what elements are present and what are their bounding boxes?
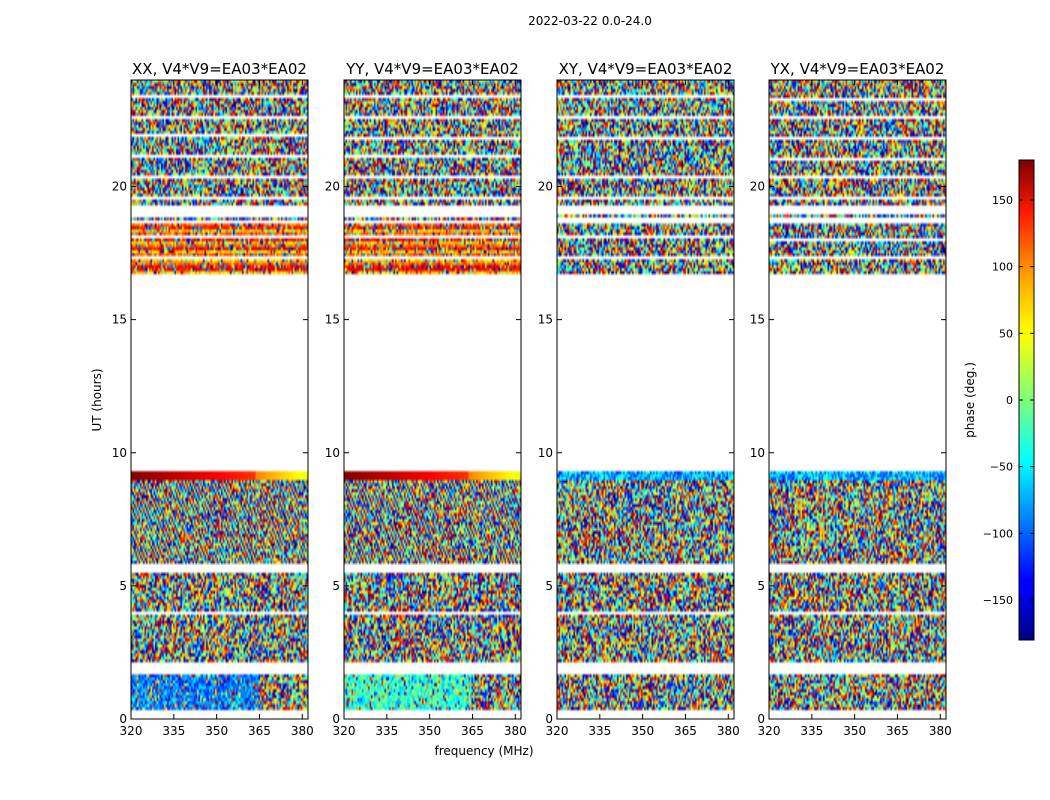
y-tick-label: 10 [538,446,553,460]
colorbar-tick-label: 100 [992,261,1013,274]
x-tick-label: 365 [248,724,271,738]
y-tick-label: 20 [325,180,340,194]
panel-title: XX, V4*V9=EA03*EA02 [132,60,307,78]
x-tick-label: 380 [929,724,952,738]
panel-frame [343,79,522,720]
y-tick-label: 5 [545,579,553,593]
panel-4: YX, V4*V9=EA03*EA02 320 335 350 365 380 0 5 10 15… [750,60,952,738]
y-tick-label: 15 [325,313,340,327]
panel-title: YX, V4*V9=EA03*EA02 [770,60,945,78]
x-axis-label: frequency (MHz) [434,744,533,758]
panel-title: YY, V4*V9=EA03*EA02 [345,60,519,78]
y-tick-label: 5 [332,579,340,593]
x-tick-label: 335 [800,724,823,738]
y-tick-label: 10 [750,446,765,460]
colorbar-tick-label: 50 [999,327,1013,340]
phase-heatmap [344,80,521,719]
x-tick-label: 335 [588,724,611,738]
y-axis-label: UT (hours) [90,368,104,431]
x-tick-label: 350 [418,724,441,738]
x-tick-label: 320 [120,724,143,738]
x-tick-label: 380 [504,724,527,738]
x-tick-label: 380 [717,724,740,738]
phase-heatmap [131,80,308,719]
y-tick-label: 0 [757,712,765,726]
panel-1: XX, V4*V9=EA03*EA02 320 335 350 365 380 0 5 10 15… [112,60,314,738]
panel-3: XY, V4*V9=EA03*EA02 320 335 350 365 380 0 5 10 15… [538,60,740,738]
colorbar-tick-label: 150 [992,194,1013,207]
x-tick-label: 350 [205,724,228,738]
x-tick-label: 365 [461,724,484,738]
x-tick-label: 320 [758,724,781,738]
colorbar-tick-label: −100 [983,527,1013,540]
x-tick-label: 365 [886,724,909,738]
x-tick-label: 320 [333,724,356,738]
x-tick-label: 350 [843,724,866,738]
panel-frame [768,79,947,720]
colorbar-tick-label: −50 [990,461,1013,474]
x-tick-label: 350 [631,724,654,738]
y-tick-label: 15 [750,313,765,327]
colorbar-tick-label: −150 [983,594,1013,607]
colorbar-label: phase (deg.) [963,362,977,438]
x-tick-label: 365 [674,724,697,738]
y-tick-label: 10 [325,446,340,460]
panel-frame [130,79,309,720]
y-tick-label: 0 [545,712,553,726]
y-tick-label: 20 [750,180,765,194]
y-tick-label: 15 [538,313,553,327]
x-tick-label: 380 [291,724,314,738]
y-tick-label: 0 [119,712,127,726]
panel-title: XY, V4*V9=EA03*EA02 [559,60,733,78]
y-tick-label: 0 [332,712,340,726]
x-tick-label: 335 [375,724,398,738]
y-tick-label: 20 [538,180,553,194]
colorbar: 150 100 50 0 −50 −100 −150 phase (deg.) [963,159,1035,641]
y-tick-label: 5 [119,579,127,593]
x-tick-label: 335 [162,724,185,738]
phase-heatmap [769,80,946,719]
phase-heatmap [557,80,734,719]
panel-2: YY, V4*V9=EA03*EA02 320 335 350 365 380 0 5 10 15… [325,60,527,738]
y-tick-label: 10 [112,446,127,460]
panel-frame [556,79,735,720]
figure-title: 2022-03-22 0.0-24.0 [528,14,652,28]
colorbar-tick-label: 0 [1006,394,1013,407]
x-tick-label: 320 [546,724,569,738]
y-tick-label: 20 [112,180,127,194]
y-tick-label: 5 [757,579,765,593]
y-tick-label: 15 [112,313,127,327]
